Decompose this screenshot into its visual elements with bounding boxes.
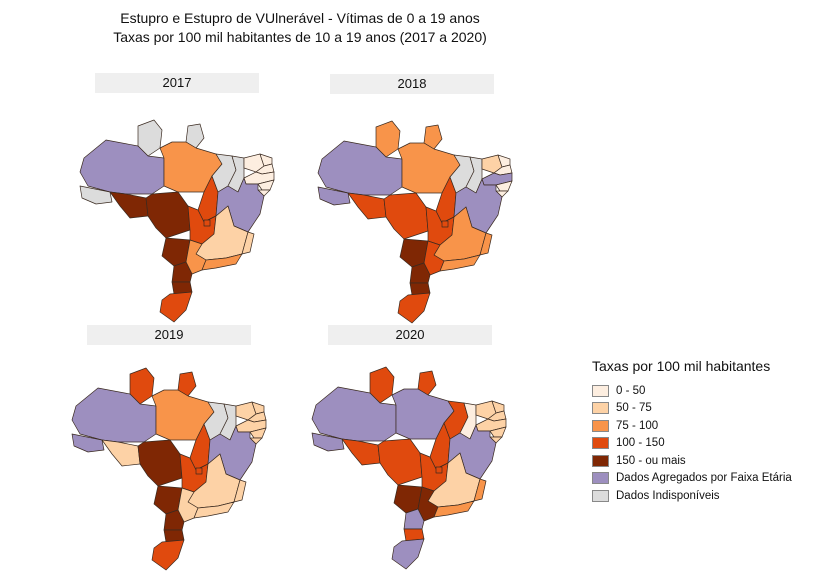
state-ap-2017 [185,123,205,149]
panel-label-2017: 2017 [95,73,259,93]
legend-label: 0 - 50 [616,384,646,397]
legend-label: 150 - ou mais [616,454,686,467]
state-ap-2019 [177,371,197,397]
panel-label-2019: 2019 [87,325,251,345]
legend-swatch [592,419,609,432]
state-mt-2020 [377,438,423,486]
map-2018 [304,101,554,341]
map-2020 [298,347,548,587]
state-ro-2020 [341,438,381,466]
map-2017 [66,100,316,340]
state-ac-2017 [79,185,113,205]
state-pr-2020 [403,508,425,530]
legend-label: Dados Indisponíveis [616,489,720,502]
state-ro-2017 [109,191,149,219]
legend-swatch [592,472,609,485]
state-am-2017 [79,139,165,195]
legend-label: 100 - 150 [616,437,665,450]
legend-item: 50 - 75 [592,400,792,418]
state-pr-2019 [163,509,185,531]
state-mt-2019 [137,439,183,487]
legend-item: Dados Indisponíveis [592,487,792,505]
state-rj-2020 [433,500,475,518]
legend-title: Taxas por 100 mil habitantes [592,358,771,374]
state-rj-2019 [193,501,235,519]
state-mt-2017 [145,191,191,239]
state-ac-2019 [71,433,105,453]
state-pr-2018 [409,262,431,284]
state-ba-2020 [447,424,497,480]
legend-item: 0 - 50 [592,382,792,400]
map-2019 [58,348,308,588]
state-rs-2017 [159,291,193,323]
state-ro-2019 [101,439,141,467]
legend-swatch [592,402,609,415]
state-rs-2018 [397,292,431,324]
chart-subtitle: Taxas por 100 mil habitantes de 10 a 19 … [113,29,487,45]
state-sp-2019 [177,487,199,523]
chart-title: Estupro e Estupro de VUlnerável - Vítima… [120,10,480,26]
state-ba-2017 [215,177,265,233]
state-ac-2018 [317,186,351,206]
legend-label: Dados Agregados por Faixa Etária [616,472,792,485]
state-am-2020 [311,386,397,442]
legend-item: 100 - 150 [592,435,792,453]
legend-swatch [592,437,609,450]
legend-swatch [592,454,609,467]
state-ap-2020 [417,370,437,396]
state-rj-2017 [201,253,243,271]
legend-swatch [592,384,609,397]
state-rj-2018 [439,254,481,272]
state-df-2018 [441,220,449,228]
state-am-2019 [71,387,157,443]
state-df-2017 [203,219,211,227]
state-rs-2020 [391,538,425,570]
state-ap-2018 [423,124,443,150]
state-ro-2018 [347,192,387,220]
state-rs-2019 [151,539,185,571]
state-es-2020 [473,478,487,502]
state-ac-2020 [311,432,345,452]
state-pr-2017 [171,261,193,283]
legend-item: 150 - ou mais [592,452,792,470]
state-am-2018 [317,140,403,196]
state-df-2020 [435,466,443,474]
state-ba-2019 [207,425,257,481]
legend-item: 75 - 100 [592,417,792,435]
panel-label-2018: 2018 [330,74,494,94]
state-sp-2017 [185,239,207,275]
legend: Taxas por 100 mil habitantes 0 - 50 50 - … [592,358,792,505]
legend-item: Dados Agregados por Faixa Etária [592,470,792,488]
state-es-2019 [233,479,247,503]
panel-label-2020: 2020 [328,325,492,345]
state-sp-2018 [423,240,445,276]
state-es-2017 [241,231,255,255]
legend-label: 75 - 100 [616,419,659,432]
state-df-2019 [195,467,203,475]
state-mt-2018 [383,192,429,240]
legend-swatch [592,489,609,502]
state-ba-2018 [453,178,503,234]
legend-label: 50 - 75 [616,402,652,415]
state-es-2018 [479,232,493,256]
state-sp-2020 [417,486,439,522]
